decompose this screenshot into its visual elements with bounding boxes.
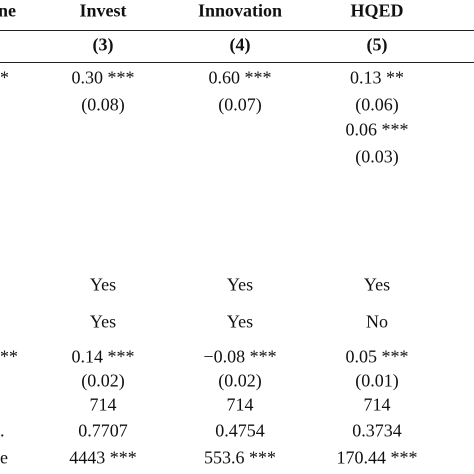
column-header: Invest [79, 0, 127, 21]
table-cell: 553.6 *** [204, 447, 276, 468]
table-cell: ** [0, 346, 18, 367]
table-cell: . [0, 420, 5, 441]
column-header: ne [0, 0, 16, 21]
table-cell: (0.03) [355, 146, 399, 167]
column-number: (5) [366, 34, 388, 55]
table-cell: No [366, 311, 388, 332]
table-cell: Yes [89, 274, 117, 295]
table-cell: 0.30 *** [71, 67, 135, 88]
table-cell: (0.01) [355, 370, 399, 391]
table-cell: (0.08) [81, 94, 125, 115]
table-cell: 0.3734 [352, 420, 402, 441]
table-cell: 0.05 *** [345, 346, 409, 367]
column-number: (4) [229, 34, 251, 55]
table-cell: Yes [226, 274, 254, 295]
header-rule [0, 30, 474, 31]
table-cell: (0.06) [355, 94, 399, 115]
column-header: HQED [350, 0, 404, 21]
table-cell: Yes [226, 311, 254, 332]
table-cell: 0.14 *** [71, 346, 135, 367]
table-cell: 4443 *** [69, 447, 137, 468]
table-cell: 0.06 *** [345, 119, 409, 140]
column-number: (3) [92, 34, 114, 55]
table-cell: (0.07) [218, 94, 262, 115]
table-cell: 714 [363, 394, 391, 415]
column-header: Innovation [197, 0, 283, 21]
table-cell: Yes [363, 274, 391, 295]
table-cell: 0.60 *** [208, 67, 272, 88]
table-cell: 0.13 ** [350, 67, 404, 88]
table-cell: 714 [89, 394, 117, 415]
table-cell: e [0, 447, 8, 468]
table-cell: (0.02) [81, 370, 125, 391]
table-cell: 170.44 *** [336, 447, 418, 468]
table-cell: 0.7707 [78, 420, 128, 441]
table-cell: (0.02) [218, 370, 262, 391]
table-cell: * [0, 67, 9, 88]
subheader-rule [0, 62, 474, 63]
table-cell: Yes [89, 311, 117, 332]
table-cell: 0.4754 [215, 420, 265, 441]
table-cell: 714 [226, 394, 254, 415]
table-cell: −0.08 *** [203, 346, 277, 367]
